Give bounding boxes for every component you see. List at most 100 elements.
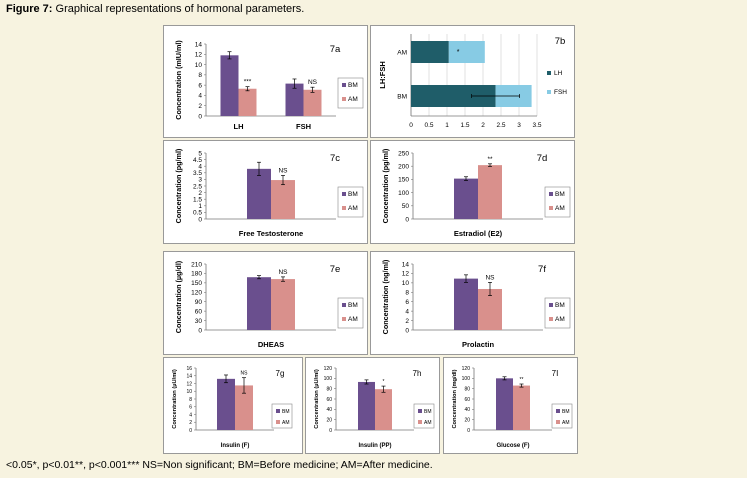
category-label: DHEAS	[258, 340, 284, 349]
x-tick-label: 1	[445, 122, 449, 129]
y-tick-label: 12	[195, 52, 203, 59]
y-tick-label: 50	[402, 203, 410, 210]
legend-swatch-am	[549, 317, 553, 321]
bar-bm	[358, 381, 375, 430]
chart-panel-7d: 0 50 100 150 200 250 Concentration (pg/ml) ** Es…	[370, 140, 575, 244]
y-tick-label: 120	[191, 290, 202, 297]
y-tick-label: 6	[189, 405, 192, 411]
legend-swatch-bm	[342, 83, 346, 87]
y-tick-label: 10	[195, 62, 203, 69]
legend-swatch-lh	[547, 71, 551, 75]
y-tick-label: 40	[464, 407, 470, 413]
bar-am	[238, 88, 257, 116]
x-tick-label: 2	[481, 122, 485, 129]
y-tick-label: 60	[326, 397, 332, 403]
y-tick-label: 6	[198, 82, 202, 89]
y-tick-label: 8	[198, 72, 202, 79]
category-label: Prolactin	[462, 340, 495, 349]
legend-label: AM	[348, 205, 358, 212]
bar-am	[478, 165, 502, 219]
category-label: Glucose (F)	[496, 443, 529, 449]
y-tick-label: 10	[186, 389, 192, 395]
y-tick-label: 6	[405, 299, 409, 306]
figure-label: Figure 7:	[6, 3, 53, 15]
panel-label: 7e	[330, 264, 341, 275]
y-axis-label: Concentration (µU/ml)	[314, 369, 320, 429]
legend-swatch-bm	[342, 303, 346, 307]
y-tick-label: 4	[198, 163, 202, 170]
y-tick-label: 0	[198, 216, 202, 223]
y-tick-label: 5	[198, 150, 202, 157]
y-tick-label: 3.5	[193, 170, 202, 177]
x-tick-label: 1.5	[460, 122, 469, 129]
panel-label: 7c	[330, 153, 340, 164]
y-axis-label: Concentration (mIU/ml)	[174, 40, 183, 120]
chart-svg-7b: 0 0.5 1 1.5 2 2.5 3 3.5 LH:FSH AM * BM 7b LH FSH	[378, 34, 567, 129]
legend-swatch-am	[418, 420, 422, 424]
figure-footnote: <0.05*, p<0.01**, p<0.001*** NS=Non sign…	[6, 459, 433, 471]
y-tick-label: 14	[186, 374, 192, 380]
y-axis-label: Concentration (µU/ml)	[172, 369, 178, 429]
legend-swatch-am	[549, 206, 553, 210]
panel-label: 7g	[276, 369, 285, 378]
legend-label: AM	[348, 316, 358, 323]
legend-swatch-am	[342, 97, 346, 101]
y-tick-label: 4	[189, 412, 192, 418]
bar-bm	[454, 278, 478, 330]
legend-swatch-bm	[549, 192, 553, 196]
legend-label: AM	[555, 316, 565, 323]
bar-segment-lh	[411, 85, 496, 107]
y-tick-label: 60	[195, 308, 203, 315]
chart-svg-7e: 0 30 60 90 120 150 180 210 Concentration (µg/dl)…	[174, 260, 364, 349]
y-tick-label: 2	[189, 420, 192, 426]
legend-swatch-am	[342, 317, 346, 321]
figure-caption: Graphical representations of hormonal pa…	[55, 3, 305, 15]
significance-label: ***	[244, 79, 252, 86]
y-tick-label: 90	[195, 299, 203, 306]
y-tick-label: 200	[398, 163, 409, 170]
significance-label: NS	[485, 274, 495, 281]
y-tick-label: 4	[198, 93, 202, 100]
y-axis-label: Concentration (µg/dl)	[174, 260, 183, 333]
chart-svg-7i: 0 20 40 60 80 100 120 Concentration (mg/dl) ** Gl…	[452, 366, 573, 449]
y-tick-label: 0	[198, 113, 202, 120]
x-tick-label: 0.5	[424, 122, 433, 129]
significance-label: *	[383, 379, 385, 385]
chart-panel-7h: 0 20 40 60 80 100 120 Concentration (µU/ml) * Ins…	[305, 357, 440, 454]
panel-label: 7b	[555, 36, 566, 47]
y-axis-label: Concentration (ng/ml)	[381, 259, 390, 334]
significance-label: *	[457, 49, 460, 56]
legend-label: LH	[554, 70, 563, 77]
category-label: FSH	[296, 122, 311, 131]
legend-swatch-am	[556, 420, 560, 424]
bar-bm	[454, 178, 478, 219]
y-tick-label: 14	[402, 261, 410, 268]
bar-bm	[217, 378, 235, 430]
bar-bm	[285, 83, 304, 116]
legend-swatch-bm	[276, 409, 280, 413]
y-tick-label: 0	[329, 428, 332, 434]
significance-label: **	[520, 377, 524, 383]
legend-label: BM	[562, 409, 570, 415]
chart-svg-7f: 0 2 4 6 8 10 12 14 Concentration (ng/ml) NS Prolac…	[381, 259, 571, 349]
legend-label: BM	[555, 191, 565, 198]
category-label: Estradiol (E2)	[454, 229, 503, 238]
bar-am	[235, 385, 253, 430]
y-tick-label: 3	[198, 177, 202, 184]
legend-label: AM	[562, 420, 570, 426]
y-tick-label: 80	[464, 386, 470, 392]
legend-swatch-am	[342, 206, 346, 210]
legend-swatch-bm	[418, 409, 422, 413]
y-tick-label: 0	[198, 327, 202, 334]
y-tick-label: 250	[398, 150, 409, 157]
y-tick-label: 1.5	[193, 196, 202, 203]
bar-segment-fsh	[448, 41, 485, 63]
figure-title: Figure 7: Graphical representations of h…	[6, 3, 304, 15]
y-tick-label: 80	[326, 386, 332, 392]
legend-swatch-bm	[549, 303, 553, 307]
y-tick-label: 0.5	[193, 210, 202, 217]
y-tick-label: 2.5	[193, 183, 202, 190]
category-label: AM	[397, 50, 407, 57]
x-tick-label: 0	[409, 122, 413, 129]
